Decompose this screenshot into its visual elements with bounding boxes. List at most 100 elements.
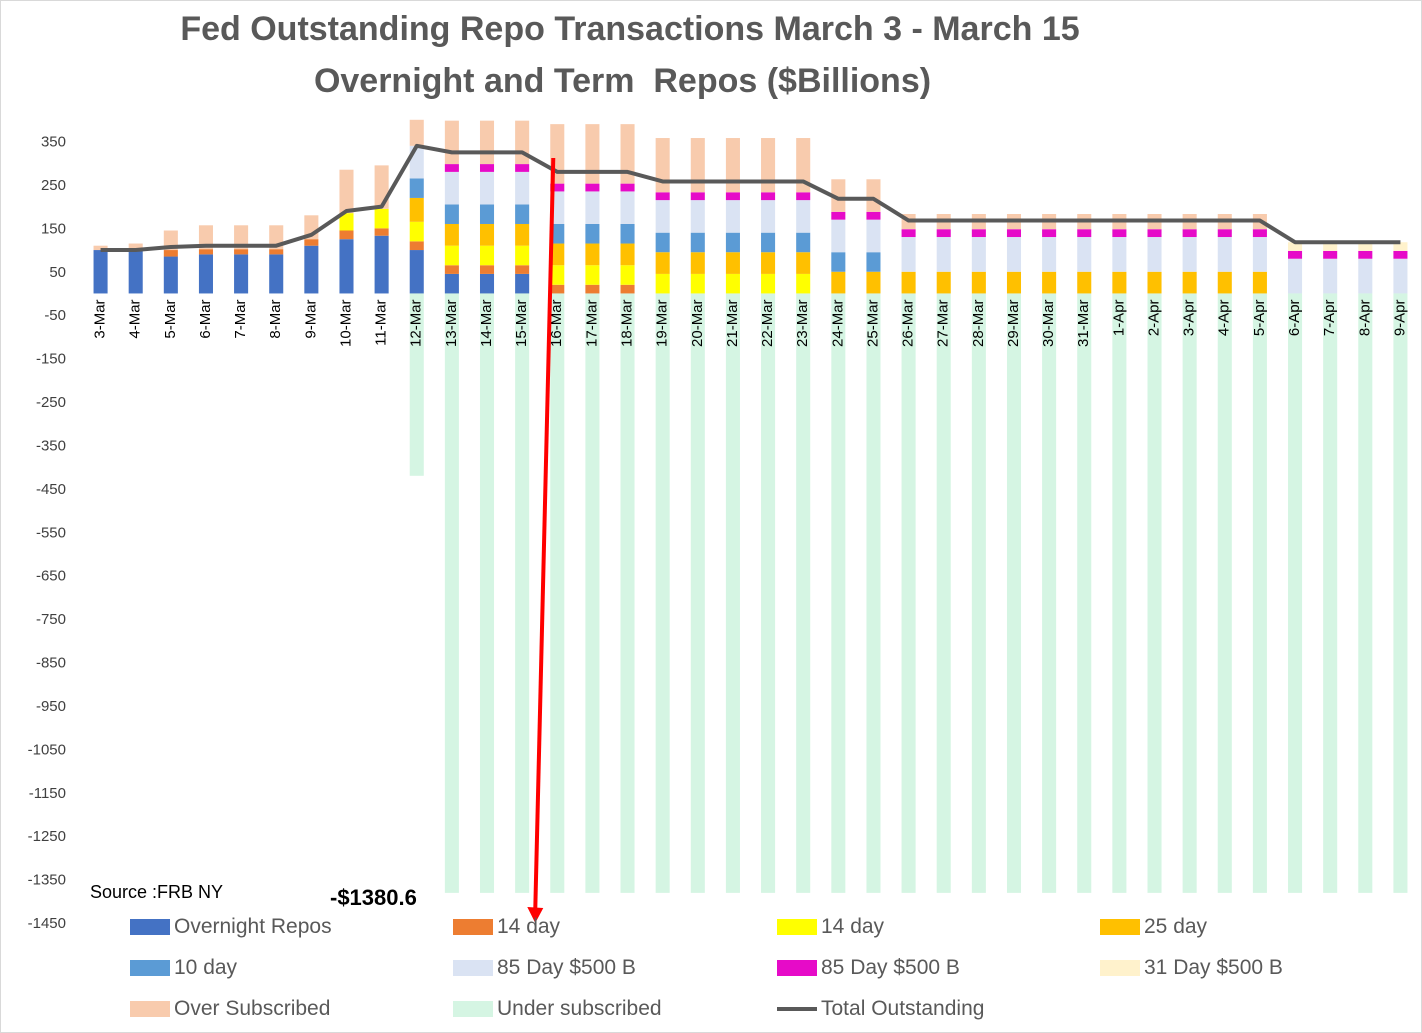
bar-overnight-repos-6-mar bbox=[198, 254, 213, 294]
bar-85-day-500-b-22-mar bbox=[761, 200, 776, 233]
bar-25-day-28-mar bbox=[971, 271, 986, 294]
bar-25-day-4-apr bbox=[1217, 271, 1232, 294]
bar-85-day-500-b-21-mar bbox=[725, 192, 740, 201]
bar-10-day-16-mar bbox=[550, 223, 565, 244]
bar-overnight-repos-8-mar bbox=[269, 254, 284, 294]
bar-over-subscribed-4-mar bbox=[128, 243, 143, 251]
bar-85-day-500-b-30-mar bbox=[1042, 237, 1057, 272]
bar-85-day-500-b-6-apr bbox=[1288, 258, 1303, 294]
bar-under-subscribed-24-mar bbox=[831, 293, 846, 893]
x-tick-label: 5-Mar bbox=[162, 299, 179, 338]
bar-31-day-500-b-6-apr bbox=[1288, 242, 1303, 251]
bar-under-subscribed-25-mar bbox=[866, 293, 881, 893]
y-tick-label: -150 bbox=[36, 351, 66, 368]
bar-85-day-500-b-31-mar bbox=[1077, 229, 1092, 238]
bar-14-day-14-mar bbox=[479, 265, 495, 274]
total-outstanding-line bbox=[100, 143, 1401, 253]
x-tick-label: 8-Apr bbox=[1356, 299, 1373, 336]
bar-over-subscribed-17-mar bbox=[585, 124, 600, 184]
bar-over-subscribed-3-mar bbox=[93, 245, 108, 251]
bar-85-day-500-b-4-apr bbox=[1217, 237, 1232, 272]
bar-25-day-12-mar bbox=[409, 197, 424, 222]
bar-overnight-repos-10-mar bbox=[339, 239, 354, 294]
bar-25-day-27-mar bbox=[936, 271, 951, 294]
bar-85-day-500-b-28-mar bbox=[971, 237, 986, 272]
bar-85-day-500-b-5-apr bbox=[1252, 229, 1267, 238]
bar-85-day-500-b-26-mar bbox=[901, 229, 916, 238]
bar-25-day-24-mar bbox=[831, 271, 846, 294]
bar-under-subscribed-17-mar bbox=[585, 293, 600, 893]
x-tick-label: 23-Mar bbox=[794, 299, 811, 347]
y-tick-label: -650 bbox=[36, 568, 66, 585]
bar-14-day-8-mar bbox=[269, 249, 284, 255]
bar-85-day-500-b-21-mar bbox=[725, 200, 740, 233]
bar-14-day-15-mar bbox=[515, 265, 530, 274]
y-tick-label: -950 bbox=[36, 698, 66, 715]
chart-title: Fed Outstanding Repo Transactions March … bbox=[180, 10, 1080, 48]
x-tick-label: 9-Mar bbox=[302, 299, 319, 338]
bar-10-day-22-mar bbox=[761, 232, 776, 253]
bar-31-day-500-b-7-apr bbox=[1323, 242, 1338, 251]
x-tick-label: 12-Mar bbox=[408, 299, 425, 347]
bar-over-subscribed-14-mar bbox=[479, 120, 495, 165]
x-tick-label: 16-Mar bbox=[548, 299, 565, 347]
y-tick-label: 350 bbox=[41, 134, 66, 151]
y-tick-label: -1150 bbox=[29, 785, 66, 802]
bar-25-day-5-apr bbox=[1252, 271, 1267, 294]
bar-10-day-12-mar bbox=[409, 178, 424, 198]
bar-under-subscribed-28-mar bbox=[971, 293, 986, 893]
bar-85-day-500-b-25-mar bbox=[866, 219, 881, 253]
bar-85-day-500-b-15-mar bbox=[515, 164, 530, 172]
bar-14-day-21-mar bbox=[725, 273, 740, 294]
bar-85-day-500-b-7-apr bbox=[1323, 250, 1338, 259]
bar-under-subscribed-14-mar bbox=[479, 293, 495, 893]
bar-14-day-10-mar bbox=[339, 230, 354, 240]
x-tick-label: 1-Apr bbox=[1110, 299, 1127, 336]
bar-over-subscribed-20-mar bbox=[690, 138, 705, 193]
bar-85-day-500-b-25-mar bbox=[866, 211, 881, 220]
x-tick-label: 25-Mar bbox=[864, 299, 881, 347]
bar-10-day-24-mar bbox=[831, 252, 846, 272]
bar-under-subscribed-12-mar bbox=[409, 293, 424, 476]
bar-14-day-23-mar bbox=[796, 273, 811, 294]
bar-under-subscribed-13-mar bbox=[444, 293, 459, 893]
bar-25-day-1-apr bbox=[1112, 271, 1127, 294]
bar-85-day-500-b-16-mar bbox=[550, 183, 565, 192]
bar-under-subscribed-19-mar bbox=[655, 293, 670, 893]
bar-14-day-11-mar bbox=[374, 228, 389, 236]
x-tick-label: 30-Mar bbox=[1040, 299, 1057, 347]
bar-under-subscribed-1-apr bbox=[1112, 293, 1127, 893]
x-tick-label: 2-Apr bbox=[1145, 299, 1162, 336]
bar-under-subscribed-29-mar bbox=[1006, 293, 1022, 893]
bar-85-day-500-b-8-apr bbox=[1358, 258, 1373, 294]
bar-25-day-2-apr bbox=[1147, 271, 1162, 294]
bar-over-subscribed-21-mar bbox=[725, 138, 740, 193]
bar-85-day-500-b-29-mar bbox=[1006, 229, 1022, 238]
under-subscribed-annotation: -$1380.6 bbox=[330, 885, 417, 910]
bar-25-day-26-mar bbox=[901, 271, 916, 294]
bar-under-subscribed-8-apr bbox=[1358, 293, 1373, 893]
x-tick-label: 11-Mar bbox=[373, 299, 390, 345]
bar-14-day-22-mar bbox=[761, 273, 776, 294]
x-tick-label: 14-Mar bbox=[478, 299, 495, 347]
bar-under-subscribed-27-mar bbox=[936, 293, 951, 893]
bar-overnight-repos-5-mar bbox=[163, 256, 178, 294]
bar-over-subscribed-23-mar bbox=[796, 138, 811, 193]
bar-under-subscribed-9-apr bbox=[1393, 293, 1408, 893]
bar-85-day-500-b-14-mar bbox=[479, 171, 495, 205]
y-tick-label: -1450 bbox=[28, 915, 66, 932]
bar-under-subscribed-5-apr bbox=[1252, 293, 1267, 893]
bar-overnight-repos-12-mar bbox=[409, 250, 424, 294]
x-tick-label: 20-Mar bbox=[689, 299, 706, 347]
y-tick-label: -850 bbox=[36, 655, 66, 672]
bar-25-day-19-mar bbox=[655, 252, 670, 274]
bar-14-day-17-mar bbox=[585, 265, 600, 285]
bar-85-day-500-b-24-mar bbox=[831, 219, 846, 253]
bar-over-subscribed-15-mar bbox=[515, 120, 530, 165]
bar-85-day-500-b-3-apr bbox=[1182, 237, 1197, 272]
bar-under-subscribed-21-mar bbox=[725, 293, 740, 893]
bar-14-day-19-mar bbox=[655, 273, 670, 294]
bar-14-day-12-mar bbox=[409, 241, 424, 251]
source-note: Source :FRB NY bbox=[90, 882, 224, 902]
